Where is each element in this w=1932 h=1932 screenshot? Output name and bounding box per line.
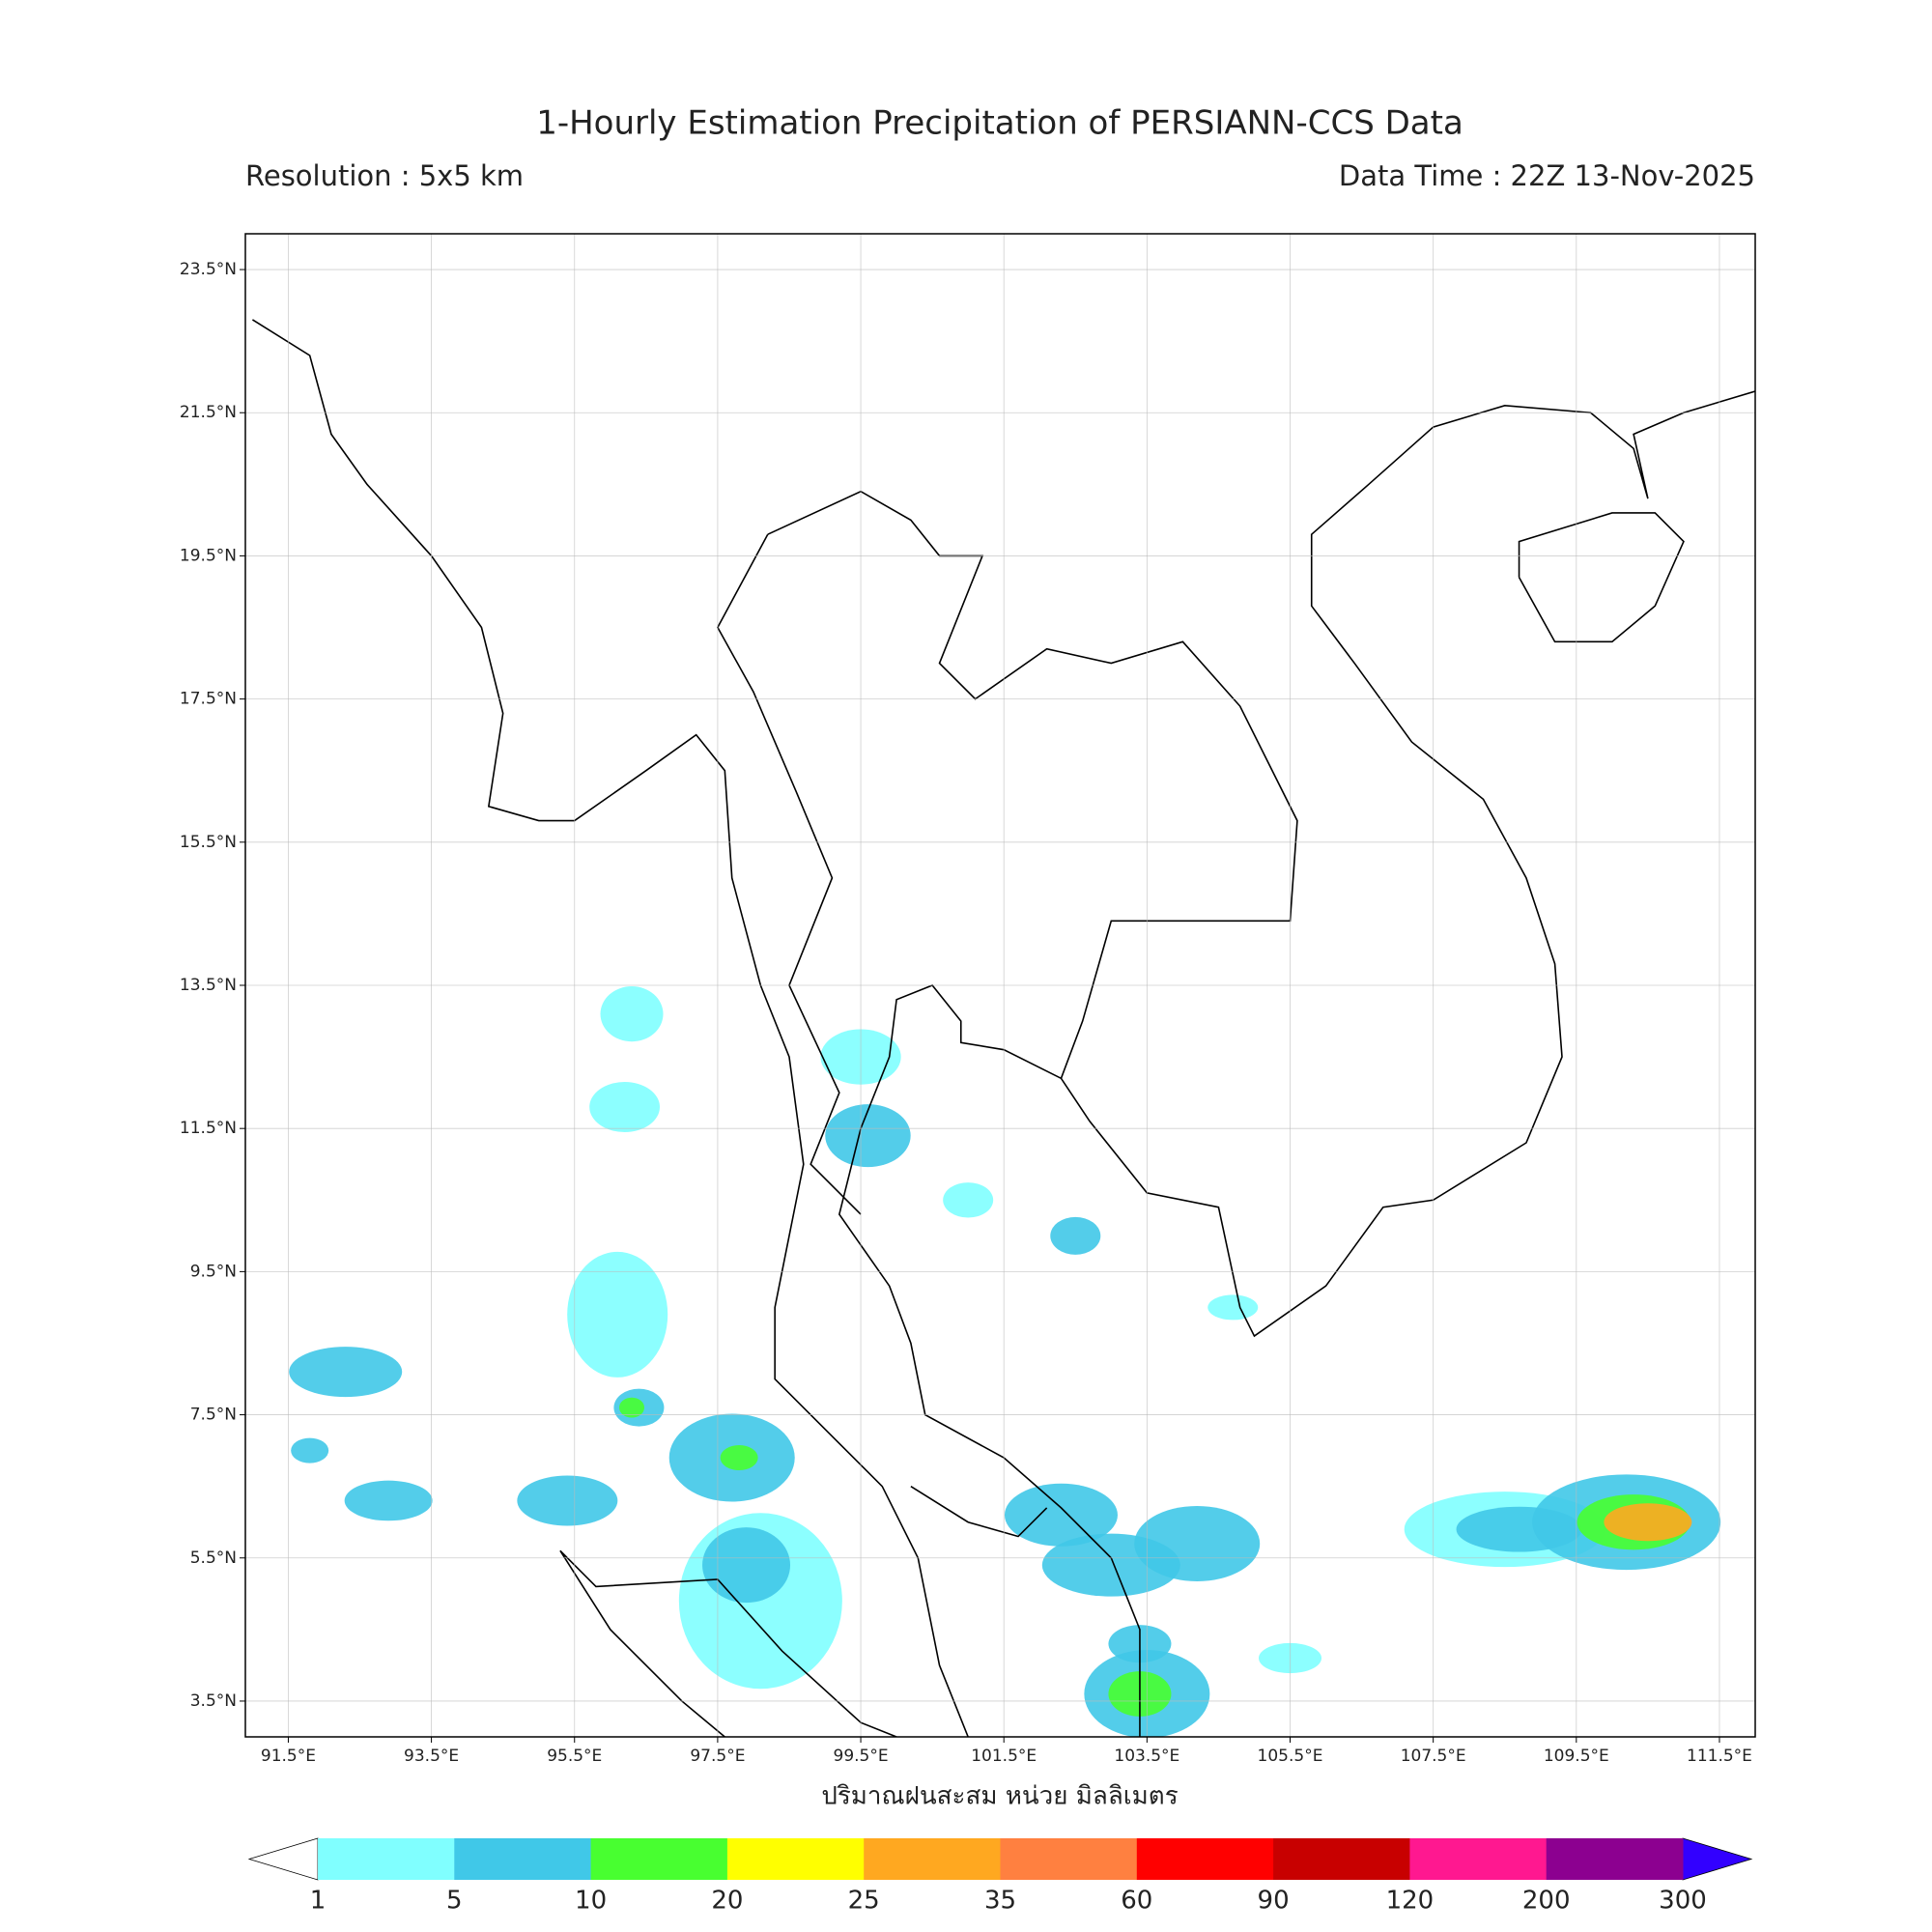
colorbar-tick-label: 60: [1121, 1887, 1152, 1916]
colorbar-bin: [318, 1838, 455, 1880]
precip-area: [567, 1251, 668, 1378]
lat-tick-label: 9.5°N: [190, 1262, 237, 1281]
title: 1-Hourly Estimation Precipitation of PER…: [536, 104, 1463, 143]
colorbar: 1 5 10 20 25 35 60 90 120 200 300: [247, 1837, 1753, 1916]
colorbar-tick-label: 35: [984, 1887, 1016, 1916]
precip-area: [291, 1437, 329, 1463]
lon-tick-label: 93.5°E: [404, 1747, 459, 1766]
lat-tick-label: 21.5°N: [180, 403, 237, 422]
precip-area: [619, 1397, 645, 1418]
precip-area: [1208, 1294, 1259, 1321]
lon-tick-label: 97.5°E: [690, 1747, 745, 1766]
precip-area: [943, 1182, 994, 1218]
precip-area: [720, 1445, 758, 1471]
coastline: [559, 1549, 897, 1737]
coastline: [910, 1485, 1048, 1538]
colorbar-tick-label: 90: [1258, 1887, 1290, 1916]
map: 23.5°N 21.5°N 19.5°N 17.5°N 15.5°N 13.5°N 11.5…: [180, 234, 1755, 1766]
resolution: Resolution : 5x5 km: [245, 159, 524, 192]
precip-area: [1604, 1503, 1692, 1542]
lat-tick-label: 7.5°N: [190, 1406, 237, 1425]
lat-tick-label: 11.5°N: [180, 1119, 237, 1138]
colorbar-tick-label: 300: [1659, 1887, 1707, 1916]
colorbar-tick-label: 20: [711, 1887, 743, 1916]
lat-tick-label: 17.5°N: [180, 690, 237, 709]
colorbar-tick-label: 25: [848, 1887, 880, 1916]
colorbar-tick-label: 10: [575, 1887, 607, 1916]
lat-tick-label: 5.5°N: [190, 1548, 237, 1568]
coastline: [1518, 512, 1685, 643]
precip-area: [517, 1475, 618, 1526]
colorbar-bin: [1273, 1838, 1410, 1880]
lon-tick-label: 105.5°E: [1258, 1747, 1323, 1766]
lat-tick-label: 3.5°N: [190, 1691, 237, 1711]
colorbar-label: ปริมาณฝนสะสม หน่วย มิลลิเมตร: [821, 1782, 1178, 1811]
precip-area: [1050, 1216, 1101, 1255]
map-frame: [244, 233, 1756, 1738]
lon-tick-label: 91.5°E: [261, 1747, 316, 1766]
precip-area: [589, 1081, 661, 1132]
lon-tick-label: 101.5°E: [971, 1747, 1037, 1766]
colorbar-bin: [864, 1838, 1001, 1880]
colorbar-bin: [1136, 1838, 1274, 1880]
map-content: [251, 319, 1755, 1737]
lat-tick-label: 15.5°N: [180, 833, 237, 852]
colorbar-bin: [590, 1838, 728, 1880]
colorbar-tick-label: 5: [446, 1887, 463, 1916]
lon-tick-label: 107.5°E: [1401, 1747, 1466, 1766]
lat-tick-label: 19.5°N: [180, 546, 237, 565]
lon-tick-label: 109.5°E: [1544, 1747, 1609, 1766]
lon-tick-label: 99.5°E: [834, 1747, 889, 1766]
precip-area: [344, 1480, 433, 1521]
coastline: [559, 1549, 725, 1737]
lat-tick-label: 23.5°N: [180, 260, 237, 279]
precip-area: [600, 986, 664, 1042]
precip-area: [702, 1527, 791, 1604]
colorbar-over: [1682, 1837, 1753, 1881]
lon-tick-label: 111.5°E: [1687, 1747, 1752, 1766]
precip-area: [825, 1104, 911, 1168]
colorbar-bin: [454, 1838, 592, 1880]
precip-area: [1004, 1483, 1118, 1547]
coastline: [716, 533, 862, 1215]
lon-tick-label: 103.5°E: [1114, 1747, 1179, 1766]
colorbar-bin: [1546, 1838, 1684, 1880]
coastline: [767, 490, 1298, 1079]
colorbar-bin: [1409, 1838, 1548, 1880]
colorbar-tick-label: 200: [1522, 1887, 1571, 1916]
colorbar-under: [247, 1837, 319, 1881]
lon-tick-label: 95.5°E: [547, 1747, 602, 1766]
lat-tick-label: 13.5°N: [180, 976, 237, 995]
colorbar-bin: [726, 1838, 865, 1880]
precip-area: [289, 1347, 403, 1398]
colorbar-tick-label: 1: [310, 1887, 327, 1916]
colorbar-bin: [1000, 1838, 1138, 1880]
precip-area: [1134, 1505, 1261, 1581]
data-time: Data Time : 22Z 13-Nov-2025: [1339, 159, 1755, 192]
colorbar-tick-label: 120: [1386, 1887, 1435, 1916]
